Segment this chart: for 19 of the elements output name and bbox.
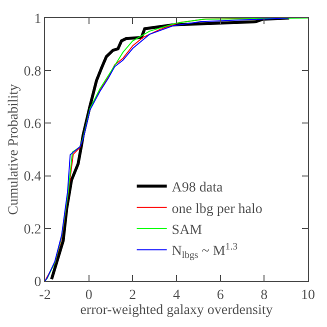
x-tick-label: 6 [216, 288, 224, 303]
x-tick-label: 10 [301, 288, 315, 303]
x-tick-label: 2 [129, 288, 136, 303]
y-axis-title: Cumulative Probability [6, 84, 22, 216]
y-tick-label: 1 [34, 12, 42, 27]
x-axis-title: error-weighted galaxy overdensity [80, 303, 273, 318]
x-tick-label: 8 [260, 288, 268, 303]
y-tick-label: 0 [34, 274, 42, 290]
y-tick-label: 0.6 [24, 117, 42, 132]
x-tick-label: 0 [85, 288, 92, 303]
x-tick-label: 4 [173, 288, 180, 303]
y-tick-label: 0.8 [24, 64, 42, 80]
legend-label: one lbg per halo [172, 202, 262, 217]
legend-label: N$_{lbgs}$ ~ M$^{1.3}$ [172, 241, 238, 262]
y-tick-label: 0.2 [24, 222, 42, 238]
x-tick-label: -2 [39, 288, 51, 303]
legend-label: SAM [172, 223, 203, 238]
y-tick-label: 0.4 [24, 170, 42, 185]
legend-label: A98 data [172, 180, 224, 196]
